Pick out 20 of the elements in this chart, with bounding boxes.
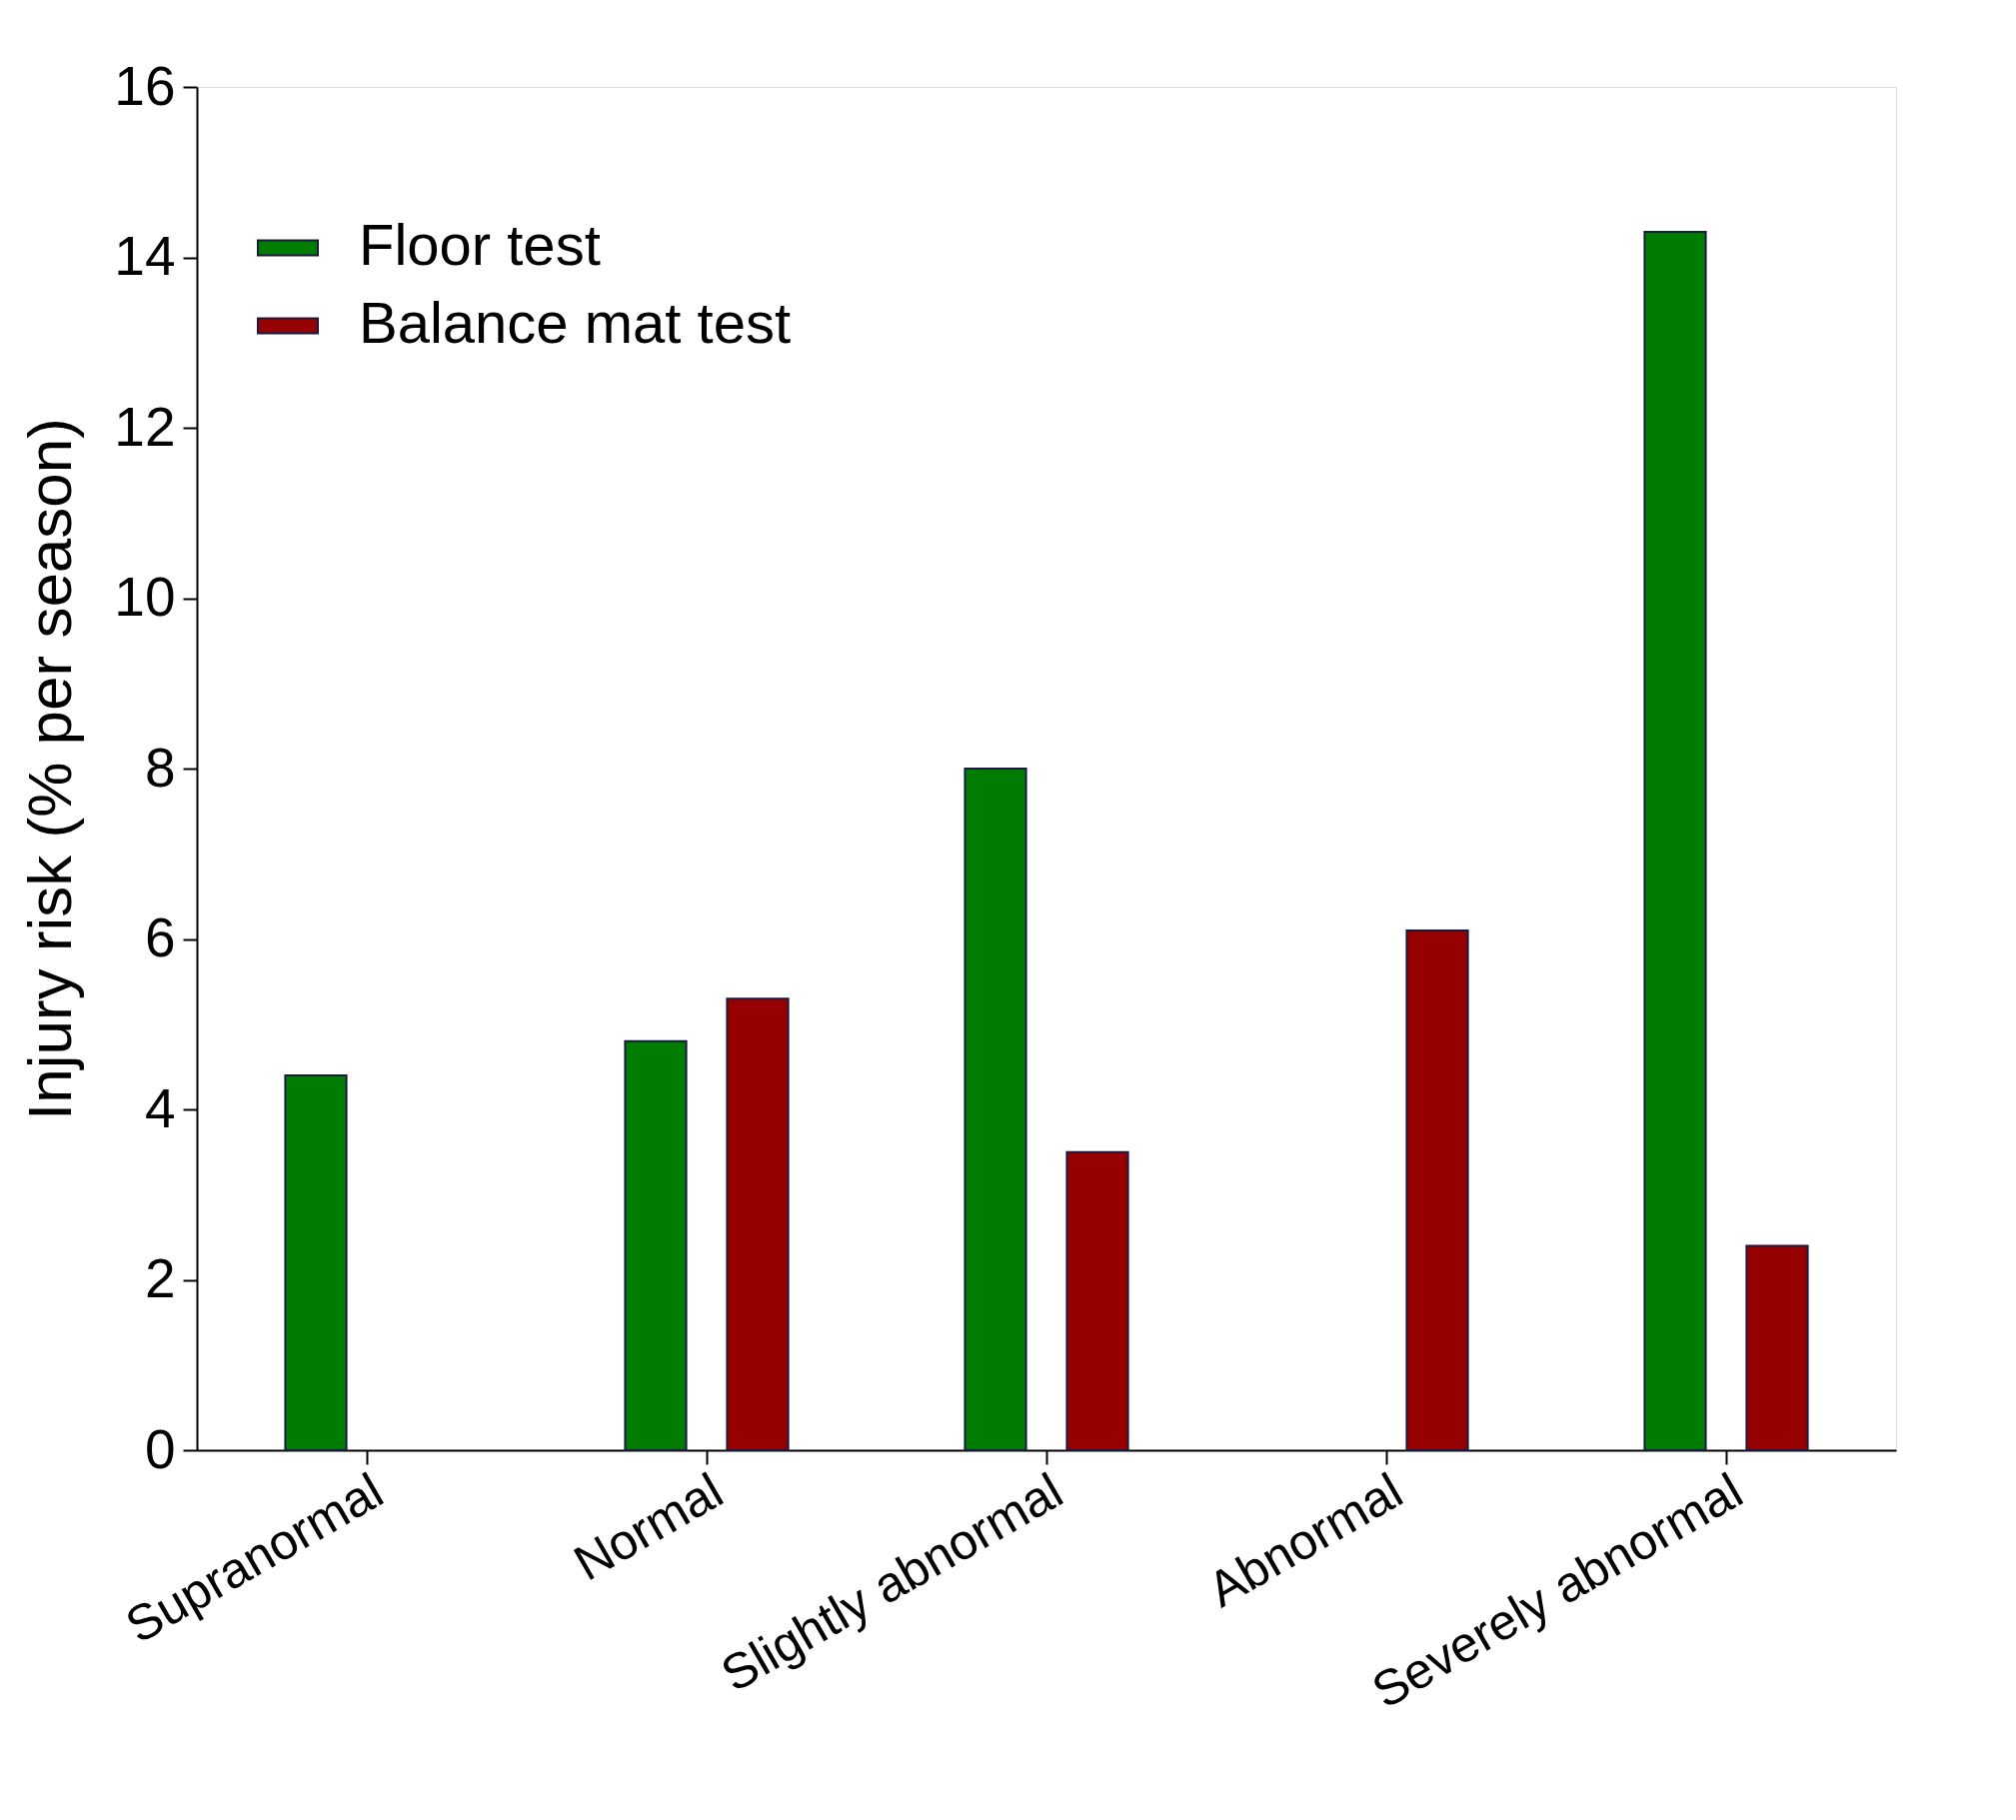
bar — [624, 1039, 688, 1451]
y-tick-label: 4 — [144, 1076, 176, 1139]
y-axis-title: Injury risk (% per season) — [15, 418, 85, 1120]
bar — [1405, 928, 1469, 1451]
y-tick-label: 6 — [144, 907, 176, 968]
y-tick-label: 14 — [114, 225, 176, 287]
bar — [1643, 230, 1707, 1451]
bar — [1065, 1150, 1129, 1451]
y-tick-label: 0 — [144, 1417, 176, 1480]
y-tick-label: 2 — [144, 1247, 176, 1309]
bar — [1745, 1244, 1809, 1451]
bar — [284, 1073, 348, 1451]
bar — [964, 768, 1027, 1451]
y-tick-label: 16 — [114, 54, 176, 117]
legend-label: Balance mat test — [359, 290, 791, 355]
y-tick-label: 10 — [114, 566, 176, 628]
y-tick-label: 12 — [114, 395, 176, 458]
y-tick-label: 8 — [144, 736, 176, 799]
bar — [726, 997, 790, 1451]
legend-label: Floor test — [359, 212, 601, 277]
